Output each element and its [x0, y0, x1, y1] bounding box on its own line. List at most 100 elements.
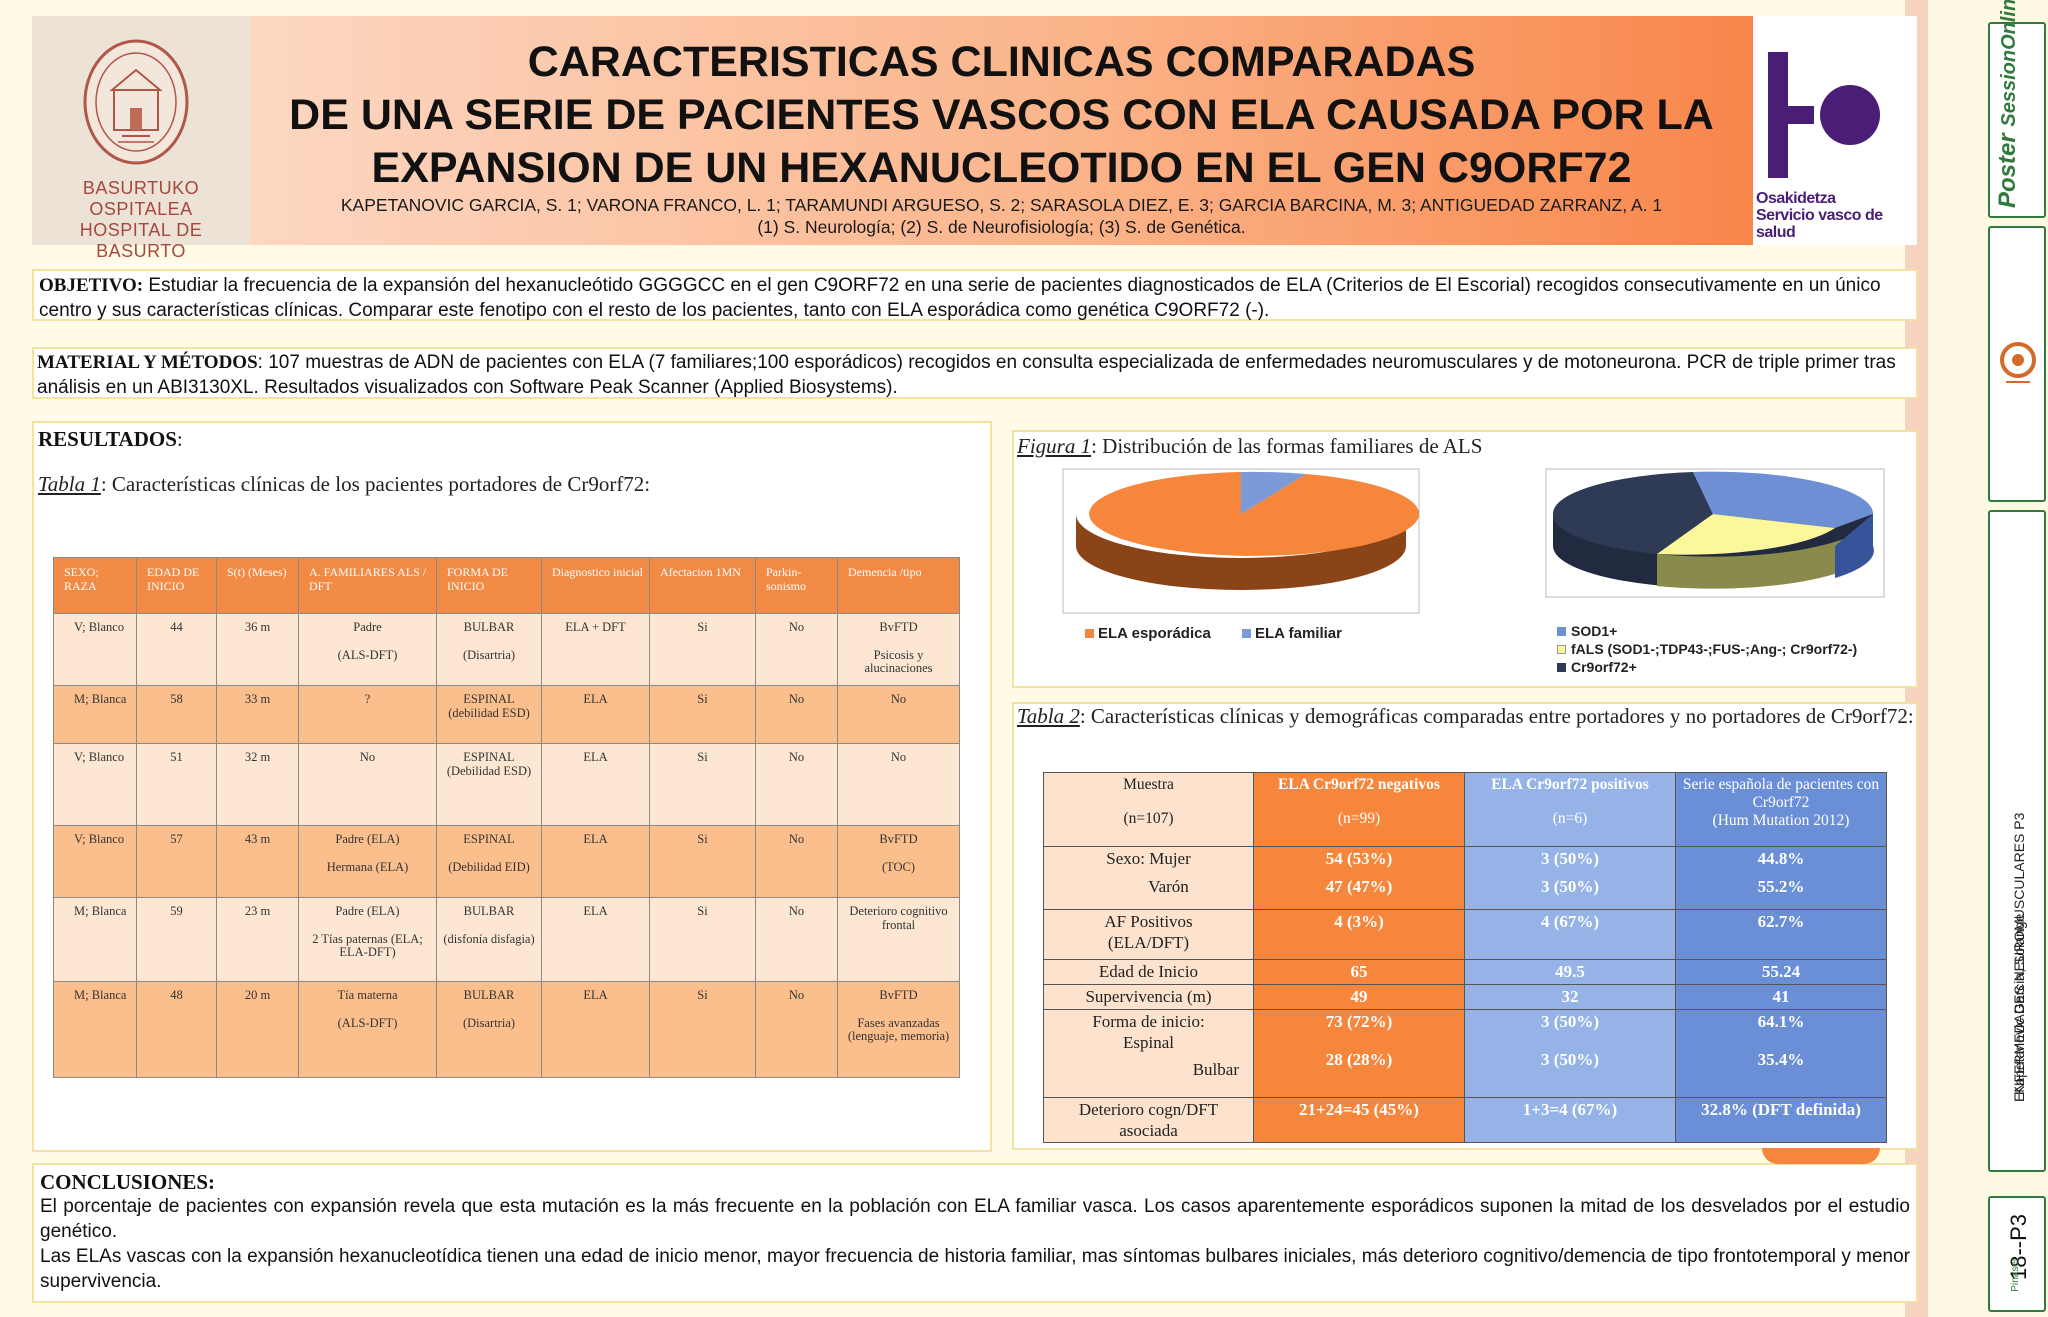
- tabla2-row: Sexo: Mujer Varón 54 (53%) 47 (47%) 3 (50%) 3…: [1043, 846, 1887, 910]
- tabla1: SEXO; RAZA EDAD DE INICIO S(t) (Meses) A…: [53, 557, 960, 1078]
- tabla1-row: V; Blanco 44 36 m Padre (ALS-DFT) BULBAR (Disa…: [53, 613, 960, 686]
- tabla1-cell-text: Hermana (ELA): [326, 859, 409, 874]
- tabla1-cell: No: [837, 743, 960, 826]
- tabla1-cell: 59: [136, 897, 217, 982]
- tabla2-cell-text: 55.2%: [1757, 877, 1805, 896]
- tabla1-cell-text: (Disartria): [462, 1015, 516, 1030]
- tabla1-cell: No: [298, 743, 437, 826]
- tabla1-row: M; Blanca 59 23 m Padre (ELA) 2 Tías paterna…: [53, 897, 960, 982]
- tabla1-cell: 32 m: [216, 743, 299, 826]
- tabla1-cell-text: V; Blanco: [74, 750, 125, 764]
- tabla2-cell-text: 44.8%: [1757, 849, 1805, 868]
- pie-slice-sod1: [1693, 471, 1874, 528]
- tabla2-caption-text: : Características clínicas y demográfica…: [1079, 704, 1914, 728]
- tabla2-cell: 21+24=45 (45%): [1253, 1097, 1465, 1143]
- tabla2-cell: 32: [1464, 984, 1676, 1010]
- tabla1-cell-text: 33 m: [244, 692, 271, 706]
- tabla1-cell-text: Padre (ELA): [335, 904, 400, 918]
- tabla2-cell-text: 35.4%: [1757, 1050, 1805, 1069]
- tabla2-header-negativos: ELA Cr9orf72 negativos (n=99): [1253, 772, 1465, 847]
- tabla2-cell: 3 (50%) 3 (50%): [1464, 1009, 1676, 1098]
- tabla2-cell-text: Bulbar: [1192, 1060, 1239, 1079]
- pie-side-sod1: [1835, 514, 1874, 578]
- tabla2-cell-text: Espinal: [1123, 1033, 1174, 1052]
- tabla1-cell-text: Deterioro cognitivo frontal: [849, 904, 948, 932]
- tabla1-cell: BvFTD Fases avanzadas (lenguaje, memoria): [837, 981, 960, 1078]
- tabla1-cell: ESPINAL (debilidad ESD): [436, 685, 542, 744]
- tabla1-cell-text: M; Blanca: [74, 904, 127, 918]
- tabla1-caption: Tabla 1: Características clínicas de los…: [38, 471, 650, 497]
- tabla1-cell: M; Blanca: [53, 897, 137, 982]
- tabla2-cell: Supervivencia (m): [1043, 984, 1254, 1010]
- tabla2-cell: 65: [1253, 959, 1465, 985]
- tabla2-header-row: Muestra (n=107) ELA Cr9orf72 negativos (n=…: [1043, 772, 1887, 847]
- legend-swatch-esporadica: [1085, 629, 1094, 638]
- tabla2-cell: 62.7%: [1675, 909, 1887, 960]
- tabla1-cell: 58: [136, 685, 217, 744]
- tabla1-cell-text: BULBAR: [463, 620, 515, 634]
- poster-session-online-logo[interactable]: Poster SessionOnline: [1988, 0, 2046, 218]
- basurto-name-es: HOSPITAL DE BASURTO: [79, 220, 203, 261]
- tabla1-cell: ESPINAL (Debilidad ESD): [436, 743, 542, 826]
- tabla2-cell: 49.5: [1464, 959, 1676, 985]
- tabla1-cell-text: BvFTD: [879, 988, 918, 1002]
- tabla1-cell-text: Si: [697, 988, 708, 1002]
- tabla2-cell: 4 (67%): [1464, 909, 1676, 960]
- tabla2-cell-text: 64.1%: [1757, 1012, 1805, 1031]
- tabla2-cell: AF Positivos (ELA/DFT): [1043, 909, 1254, 960]
- tabla1-label: Tabla 1: [38, 472, 101, 496]
- tabla1-cell-text: Si: [697, 750, 708, 764]
- tabla1-cell-text: BULBAR: [463, 988, 515, 1002]
- authors-line: KAPETANOVIC GARCIA, S. 1; VARONA FRANCO,…: [340, 195, 1663, 215]
- tabla1-cell-text: (ALS-DFT): [337, 647, 398, 662]
- tabla1-cell-text: ELA: [583, 750, 608, 764]
- legend-swatch-familiar: [1242, 629, 1251, 638]
- title-line-2: DE UNA SERIE DE PACIENTES VASCOS CON ELA…: [289, 91, 1714, 139]
- tabla1-cell: 20 m: [216, 981, 299, 1078]
- tabla2-cell: Deterioro cogn/DFT asociada: [1043, 1097, 1254, 1143]
- conclusiones-label: CONCLUSIONES:: [40, 1170, 216, 1194]
- resultados-label: RESULTADOS: [38, 427, 177, 451]
- header-band: [250, 16, 1753, 245]
- tabla1-cell: Si: [649, 825, 756, 898]
- tabla1-cell-text: V; Blanco: [74, 620, 125, 634]
- tabla1-cell: Si: [649, 613, 756, 686]
- header-line: Muestra: [1123, 776, 1174, 793]
- header-line: (n=107): [1123, 810, 1174, 827]
- material-text: : 107 muestras de ADN de pacientes con E…: [37, 352, 1896, 398]
- tabla2-cell-text: 4 (67%): [1540, 912, 1600, 931]
- tabla1-cell-text: 32 m: [244, 750, 271, 764]
- pie-slice-c9: [1552, 472, 1713, 554]
- tabla2-cell: Edad de Inicio: [1043, 959, 1254, 985]
- tabla1-cell: ELA: [541, 743, 650, 826]
- tabla2-cell: 49: [1253, 984, 1465, 1010]
- tabla2-header-muestra: Muestra (n=107): [1043, 772, 1254, 847]
- tabla1-header-cell: S(t) (Meses): [216, 557, 299, 614]
- tabla2-cell-text: 55.24: [1761, 962, 1801, 981]
- tabla1-cell: V; Blanco: [53, 613, 137, 686]
- tabla2-cell-text: Sexo: Mujer: [1106, 849, 1191, 868]
- tabla1-cell-text: (TOC): [881, 859, 916, 874]
- tabla1-cell-text: No: [359, 750, 376, 764]
- basurto-logo-text: BASURTUKO OSPITALEA HOSPITAL DE BASURTO: [36, 178, 246, 262]
- tabla2-cell: 55.24: [1675, 959, 1887, 985]
- tabla1-cell-text: No: [788, 620, 805, 634]
- tabla2-cell-text: asociada: [1119, 1121, 1178, 1140]
- tabla1-header-row: SEXO; RAZA EDAD DE INICIO S(t) (Meses) A…: [53, 557, 960, 614]
- tabla2-header-positivos: ELA Cr9orf72 positivos (n=6): [1464, 772, 1676, 847]
- title-line-3: EXPANSION DE UN HEXANUCLEOTIDO EN EL GEN…: [371, 144, 1632, 192]
- side-author: Kapetanovic Garcia, Solange: [2011, 913, 2027, 1095]
- society-emblem-icon: [2000, 342, 2036, 383]
- tabla1-cell-text: Si: [697, 904, 708, 918]
- tabla1-cell: ?: [298, 685, 437, 744]
- poster-title: CARACTERISTICAS CLINICAS COMPARADAS DE U…: [250, 36, 1753, 195]
- header-line: (n=99): [1337, 810, 1381, 827]
- tabla1-cell: 48: [136, 981, 217, 1078]
- tabla1-cell-text: 2 Tías paternas (ELA; ELA-DFT): [312, 931, 423, 959]
- tabla2-cell: 54 (53%) 47 (47%): [1253, 846, 1465, 910]
- tabla1-cell: V; Blanco: [53, 825, 137, 898]
- header-line: ELA Cr9orf72 positivos: [1491, 776, 1649, 793]
- legend-c9: Cr9orf72+: [1571, 659, 1637, 675]
- tabla1-cell-text: No: [890, 750, 907, 764]
- tabla1-cell: BULBAR (Disartria): [436, 613, 542, 686]
